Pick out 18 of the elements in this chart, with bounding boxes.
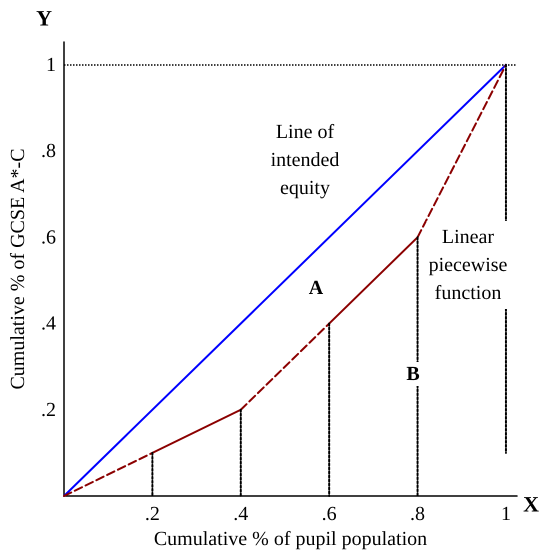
annotation: Linear piecewise function <box>428 226 508 304</box>
x-tick-label: .4 <box>233 503 248 525</box>
y-tick-label: 1 <box>46 54 56 76</box>
y-tick-label: .4 <box>41 312 56 335</box>
y-tick-label: .2 <box>41 398 56 421</box>
annotation: A <box>308 277 324 299</box>
x-tick-label: .2 <box>144 503 160 525</box>
x-tick-label: 1 <box>500 503 511 525</box>
y-axis-title: Cumulative % of GCSE A*-C <box>7 148 29 390</box>
x-tick-label: .8 <box>410 503 426 525</box>
annotation: B <box>406 363 420 385</box>
x-tick-label: .6 <box>322 503 337 525</box>
annotation: Line of intended equity <box>270 121 340 199</box>
x-axis-title: Cumulative % of pupil population <box>154 528 428 550</box>
text: X <box>523 492 540 516</box>
y-tick-label: .6 <box>41 226 56 248</box>
y-tick-label: .8 <box>41 140 56 162</box>
text: Y <box>36 6 52 30</box>
